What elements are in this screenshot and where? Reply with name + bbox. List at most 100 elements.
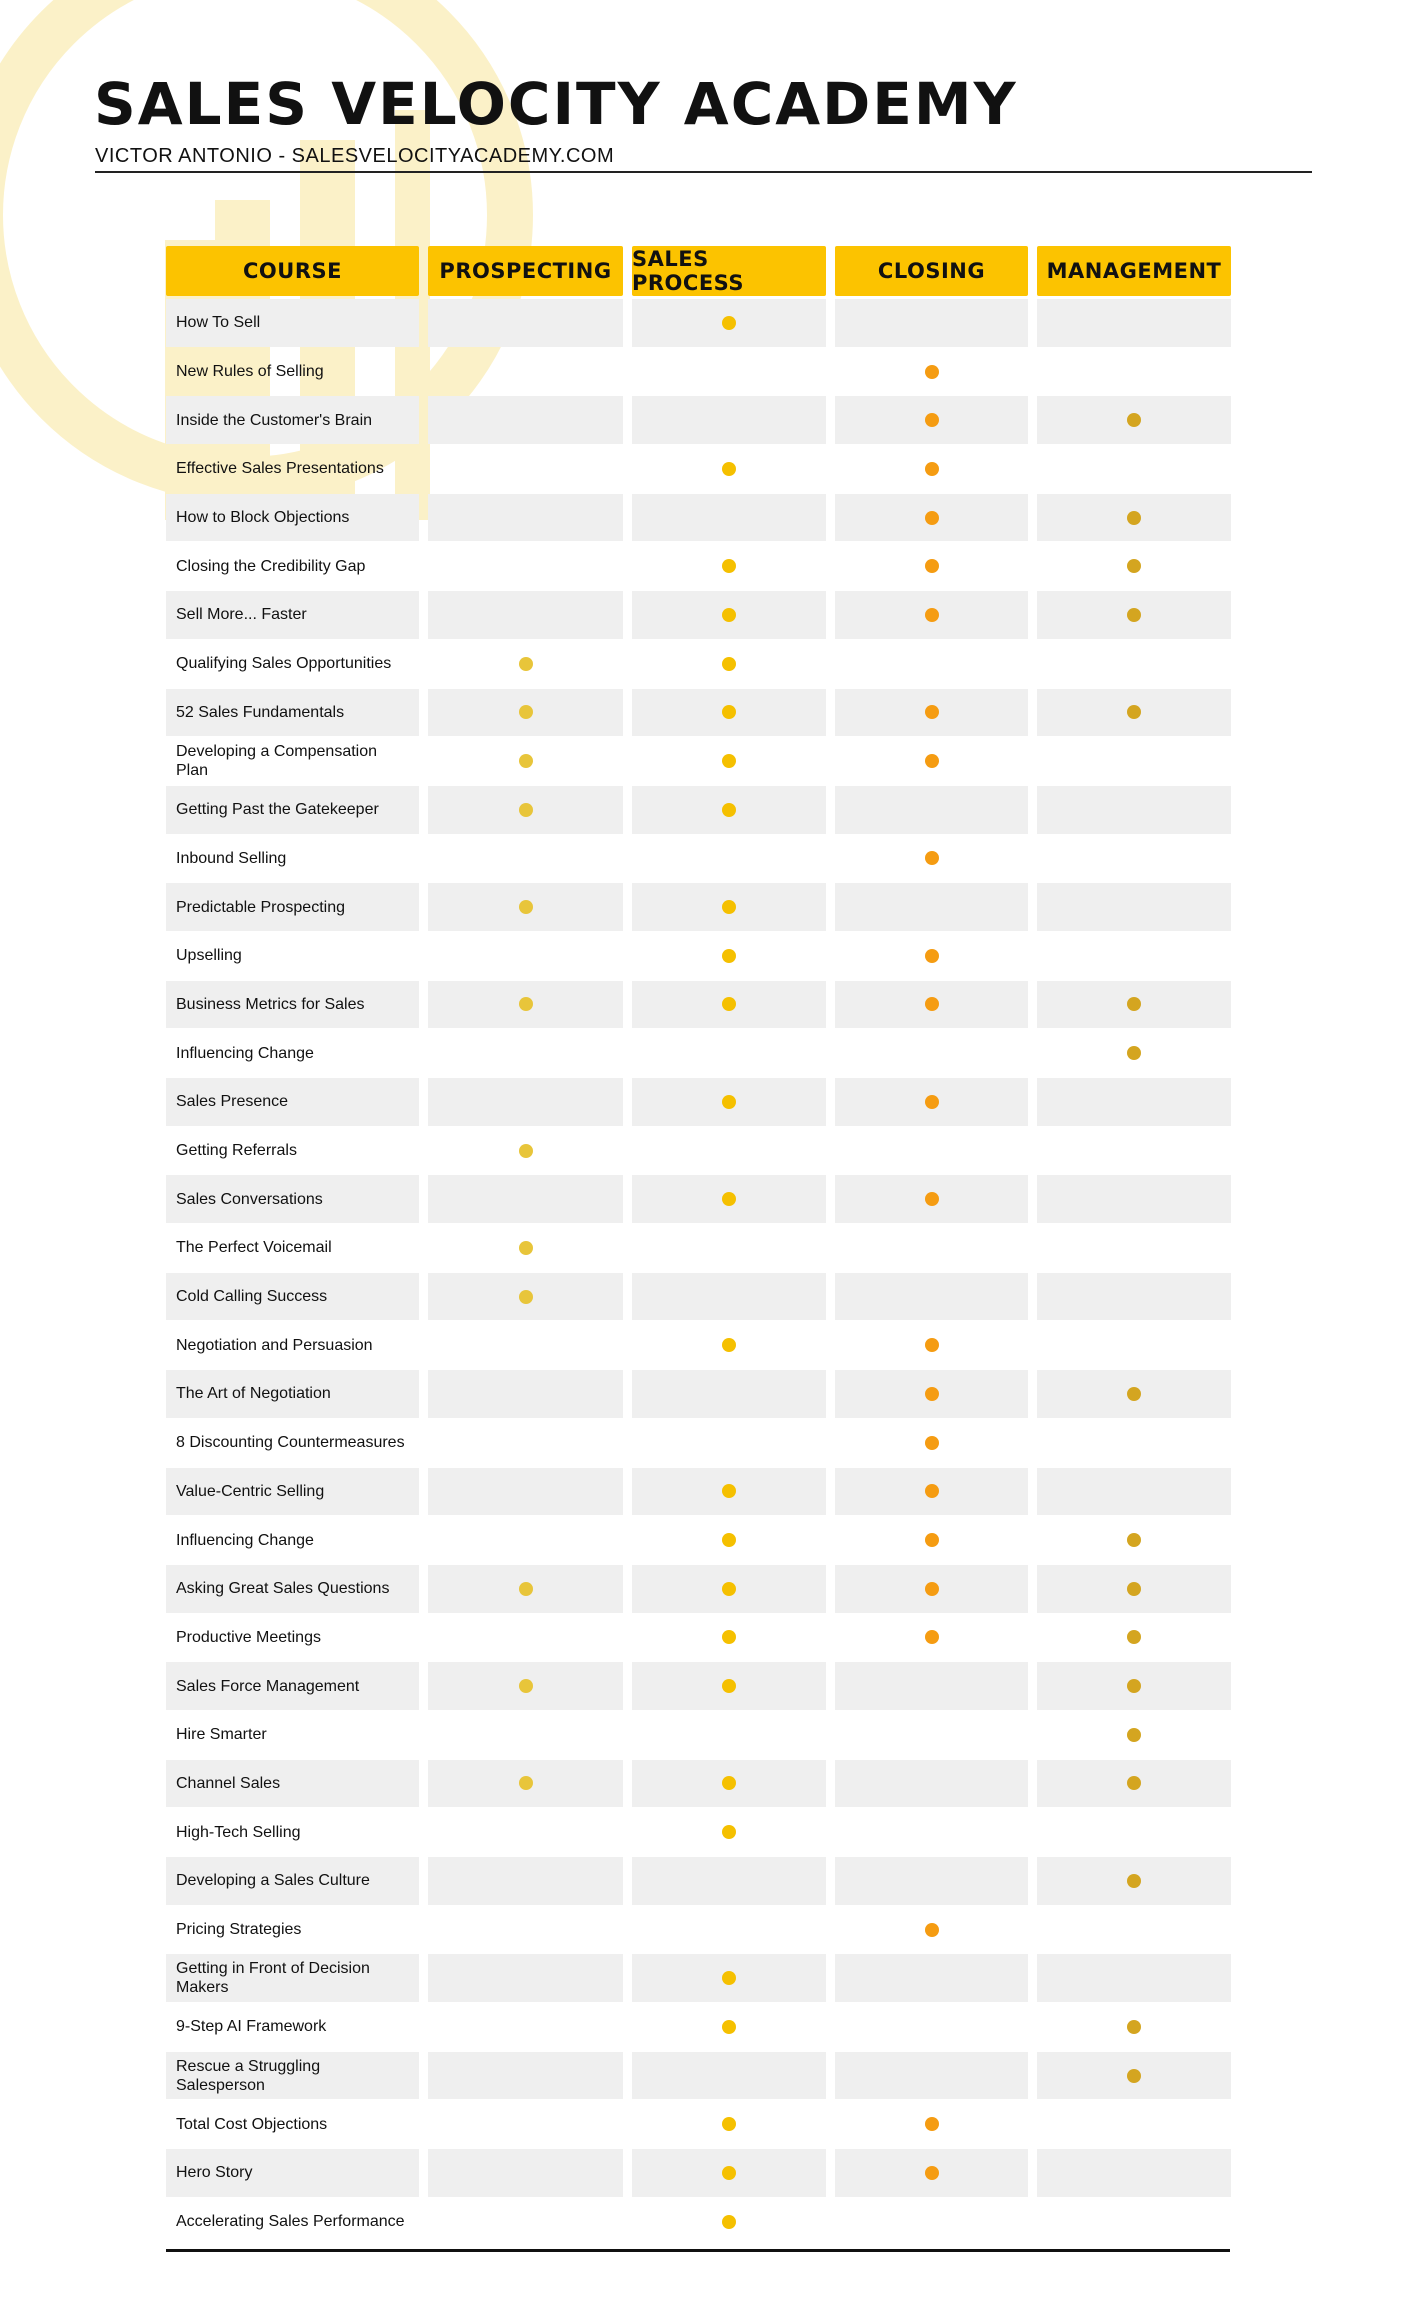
table-row: How to Block Objections xyxy=(166,493,1231,543)
cell-sales-process xyxy=(632,1029,826,1077)
table-row: Value-Centric Selling xyxy=(166,1467,1231,1517)
cell-closing xyxy=(835,2051,1028,2100)
dot-marker-icon xyxy=(518,1289,533,1304)
dot-marker-icon xyxy=(1127,1873,1141,1888)
dot-marker-icon xyxy=(722,1094,736,1109)
course-name: Hire Smarter xyxy=(176,1726,267,1744)
cell-sales-process xyxy=(632,1127,826,1175)
cell-prospecting xyxy=(428,348,623,396)
cell-management xyxy=(1037,1370,1231,1418)
dot-marker-icon xyxy=(722,997,736,1012)
table-row: Sales Presence xyxy=(166,1078,1231,1127)
dot-marker-icon xyxy=(924,1581,939,1596)
course-name: Getting in Front of Decision Makers xyxy=(166,1954,419,2003)
cell-closing xyxy=(835,1711,1028,1759)
cell-management xyxy=(1037,980,1231,1029)
cell-sales-process xyxy=(632,2051,826,2100)
cell-prospecting xyxy=(428,1954,623,2003)
cell-management xyxy=(1037,1857,1231,1905)
cell-management xyxy=(1037,640,1231,688)
dot-marker-icon xyxy=(518,754,533,769)
cell-management xyxy=(1037,1272,1231,1321)
dot-marker-icon xyxy=(924,851,939,866)
cell-closing xyxy=(835,542,1028,590)
cell-management xyxy=(1037,591,1231,639)
cell-prospecting xyxy=(428,1224,623,1272)
cell-closing xyxy=(835,883,1028,931)
cell-closing xyxy=(835,1564,1028,1613)
dot-marker-icon xyxy=(924,1435,939,1450)
cell-prospecting xyxy=(428,1808,623,1856)
dot-marker-icon xyxy=(518,656,533,671)
table-bottom-rule xyxy=(166,2248,1230,2252)
dot-marker-icon xyxy=(1127,1386,1141,1401)
cell-sales-process xyxy=(632,1370,826,1418)
dot-marker-icon xyxy=(1127,1679,1141,1694)
cell-closing xyxy=(835,1419,1028,1467)
cell-prospecting xyxy=(428,299,623,347)
dot-marker-icon xyxy=(722,2214,736,2229)
cell-management xyxy=(1037,348,1231,396)
cell-prospecting xyxy=(428,1759,623,1808)
course-name: Effective Sales Presentations xyxy=(176,460,384,478)
cell-prospecting xyxy=(428,1614,623,1662)
dot-marker-icon xyxy=(1127,510,1141,525)
cell-prospecting xyxy=(428,688,623,737)
table-row: Getting in Front of Decision Makers xyxy=(166,1954,1231,2003)
table-row: Influencing Change xyxy=(166,1516,1230,1565)
dot-marker-icon xyxy=(924,1338,939,1353)
course-name: Pricing Strategies xyxy=(176,1921,302,1939)
cell-prospecting xyxy=(428,493,623,542)
header-divider xyxy=(95,171,1312,173)
cell-closing xyxy=(835,2100,1028,2148)
cell-management xyxy=(1037,1564,1231,1613)
table-row: Hero Story xyxy=(166,2149,1231,2198)
table-row: Sell More... Faster xyxy=(166,591,1231,640)
cell-prospecting xyxy=(428,1127,623,1175)
course-name: Value-Centric Selling xyxy=(166,1467,419,1516)
course-name: Business Metrics for Sales xyxy=(166,980,419,1029)
course-name: Total Cost Objections xyxy=(176,2115,328,2133)
dot-marker-icon xyxy=(722,607,736,622)
dot-marker-icon xyxy=(722,559,736,574)
table-row: Developing a Sales Culture xyxy=(166,1857,1231,1906)
table-row: Business Metrics for Sales xyxy=(166,980,1231,1030)
cell-closing xyxy=(835,348,1028,396)
table-row: Inside the Customer's Brain xyxy=(166,396,1231,445)
cell-sales-process xyxy=(632,1808,826,1856)
cell-closing xyxy=(835,785,1028,834)
cell-sales-process xyxy=(632,1467,826,1516)
dot-marker-icon xyxy=(924,1630,939,1645)
course-name: High-Tech Selling xyxy=(176,1823,301,1841)
table-row: Upselling xyxy=(166,932,1230,981)
cell-sales-process xyxy=(632,348,826,396)
dot-marker-icon xyxy=(722,1825,736,1840)
cell-sales-process xyxy=(632,1614,826,1662)
course-name: How To Sell xyxy=(166,299,419,347)
dot-marker-icon xyxy=(1127,997,1141,1012)
cell-sales-process xyxy=(632,1662,826,1710)
dot-marker-icon xyxy=(722,1192,736,1207)
cell-closing xyxy=(835,1467,1028,1516)
table-row: Influencing Change xyxy=(166,1029,1230,1078)
course-name: Sales Presence xyxy=(166,1078,419,1126)
dot-marker-icon xyxy=(1127,705,1141,720)
course-name: Channel Sales xyxy=(166,1759,419,1808)
cell-sales-process xyxy=(632,1906,826,1954)
cell-prospecting xyxy=(428,1467,623,1516)
cell-closing xyxy=(835,1662,1028,1710)
dot-marker-icon xyxy=(518,1143,533,1158)
dot-marker-icon xyxy=(722,2117,736,2132)
page-title: SALES VELOCITY ACADEMY xyxy=(94,70,1018,138)
cell-closing xyxy=(835,980,1028,1029)
cell-closing xyxy=(835,2003,1028,2051)
cell-management xyxy=(1037,1029,1231,1077)
table-row: New Rules of Selling xyxy=(166,348,1230,397)
dot-marker-icon xyxy=(924,1192,939,1207)
table-row: Inbound Selling xyxy=(166,835,1230,884)
course-name: Upselling xyxy=(176,947,242,965)
table-row: Sales Conversations xyxy=(166,1175,1231,1224)
cell-sales-process xyxy=(632,1857,826,1905)
cell-management xyxy=(1037,1419,1231,1467)
dot-marker-icon xyxy=(924,413,939,428)
